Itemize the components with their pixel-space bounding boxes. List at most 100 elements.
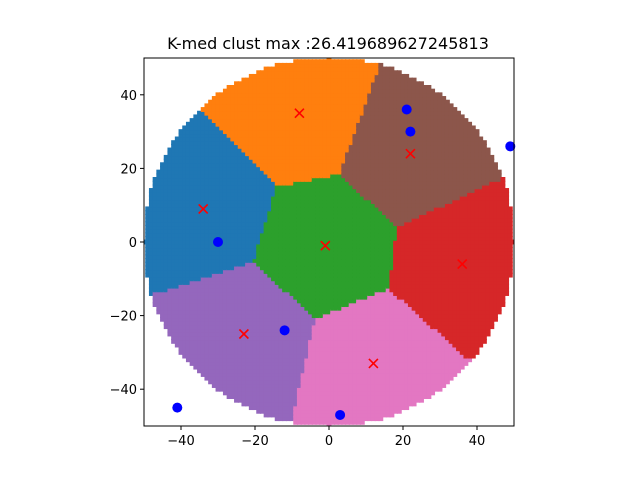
cluster-cell (208, 191, 214, 197)
cluster-cell (237, 114, 243, 120)
cluster-cell (234, 81, 239, 87)
cluster-cell (296, 140, 302, 146)
cluster-cell (148, 188, 154, 193)
cluster-cell (293, 210, 299, 215)
cluster-cell (174, 269, 180, 274)
cluster-cell (352, 397, 358, 403)
cluster-cell (182, 272, 188, 278)
cluster-cell (367, 320, 373, 326)
cluster-cell (252, 327, 258, 333)
cluster-cell (185, 177, 191, 182)
cluster-cell (330, 346, 336, 352)
cluster-cell (274, 335, 280, 341)
cluster-cell (333, 320, 339, 326)
cluster-cell (282, 188, 288, 193)
cluster-cell (300, 66, 306, 72)
cluster-cell (293, 302, 299, 307)
cluster-cell (211, 147, 217, 153)
cluster-cell (315, 383, 321, 388)
cluster-cell (197, 158, 202, 164)
cluster-cell (367, 302, 373, 307)
cluster-cell (219, 154, 225, 160)
cluster-cell (219, 246, 225, 252)
cluster-cell (319, 143, 325, 149)
cluster-cell (160, 173, 165, 179)
cluster-cell (245, 243, 251, 249)
cluster-cell (252, 151, 258, 157)
cluster-cell (263, 92, 269, 98)
cluster-cell (263, 151, 269, 157)
cluster-cell (230, 199, 236, 204)
cluster-cell (256, 331, 262, 337)
cluster-cell (248, 110, 254, 116)
cluster-cell (174, 265, 180, 271)
cluster-cell (308, 235, 313, 241)
cluster-cell (215, 276, 221, 282)
cluster-cell (333, 408, 339, 414)
cluster-cell (356, 302, 362, 307)
cluster-cell (337, 305, 343, 311)
cluster-cell (359, 291, 365, 296)
cluster-cell (259, 110, 265, 116)
cluster-cell (259, 195, 265, 201)
cluster-cell (296, 408, 302, 414)
cluster-cell (330, 412, 336, 418)
cluster-cell (197, 221, 202, 227)
cluster-cell (341, 110, 347, 116)
cluster-cell (252, 103, 258, 109)
cluster-cell (271, 129, 276, 135)
cluster-cell (337, 386, 343, 392)
cluster-cell (289, 165, 295, 171)
cluster-cell (167, 298, 173, 304)
cluster-cell (252, 73, 258, 79)
cluster-cell (348, 401, 354, 407)
cluster-cell (348, 151, 354, 157)
cluster-cell (337, 276, 343, 282)
cluster-cell (274, 188, 280, 193)
cluster-cell (167, 257, 173, 263)
cluster-cell (319, 66, 325, 72)
cluster-cell (219, 298, 225, 304)
cluster-cell (348, 257, 354, 263)
cluster-cell (348, 88, 354, 94)
cluster-cell (241, 239, 247, 245)
cluster-cell (226, 165, 232, 171)
cluster-cell (319, 132, 325, 138)
cluster-cell (274, 110, 280, 116)
cluster-cell (252, 291, 258, 296)
cluster-cell (185, 136, 191, 142)
cluster-cell (282, 246, 288, 252)
cluster-cell (348, 199, 354, 204)
cluster-cell (219, 188, 225, 193)
cluster-cell (330, 250, 336, 256)
cluster-cell (234, 206, 239, 212)
cluster-cell (248, 349, 254, 355)
cluster-cell (333, 173, 339, 179)
cluster-cell (215, 361, 221, 366)
cluster-cell (148, 232, 154, 238)
cluster-cell (256, 401, 262, 407)
cluster-cell (293, 283, 299, 289)
cluster-cell (219, 121, 225, 127)
cluster-cell (193, 305, 199, 311)
cluster-cell (289, 92, 295, 98)
cluster-cell (230, 265, 236, 271)
cluster-cell (204, 136, 210, 142)
cluster-cell (289, 375, 295, 381)
cluster-cell (234, 140, 239, 146)
cluster-cell (185, 287, 191, 293)
cluster-cell (308, 154, 313, 160)
cluster-cell (289, 136, 295, 142)
cluster-cell (271, 88, 276, 94)
cluster-cell (263, 158, 269, 164)
cluster-cell (341, 85, 347, 90)
cluster-cell (208, 269, 214, 274)
cluster-cell (174, 235, 180, 241)
cluster-cell (226, 246, 232, 252)
cluster-cell (326, 235, 332, 241)
cluster-cell (315, 224, 321, 230)
cluster-cell (263, 338, 269, 344)
cluster-cell (230, 338, 236, 344)
cluster-cell (308, 210, 313, 215)
cluster-cell (293, 316, 299, 322)
